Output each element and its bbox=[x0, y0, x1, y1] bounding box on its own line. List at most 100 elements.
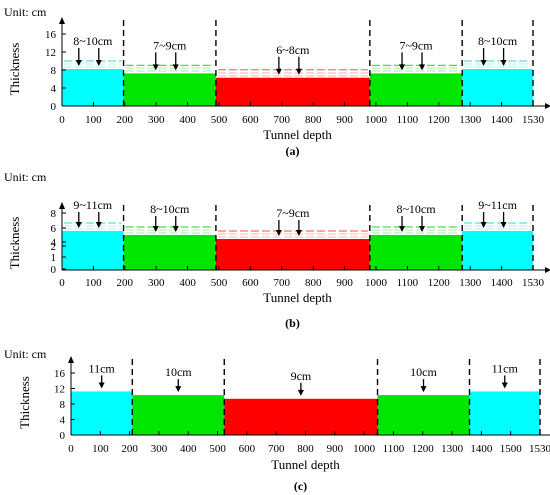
x-tick-label: 1300 bbox=[459, 114, 482, 126]
unit-label: Unit: cm bbox=[4, 347, 47, 361]
arrow-head bbox=[295, 68, 302, 75]
bar-segment bbox=[215, 77, 370, 106]
x-tick-label: 0 bbox=[68, 443, 74, 455]
x-tick-label: 900 bbox=[336, 277, 353, 289]
x-tick-label: 500 bbox=[211, 277, 228, 289]
bar-segment bbox=[462, 231, 533, 270]
bar-segment bbox=[215, 239, 370, 270]
segment-label: 9~11cm bbox=[478, 198, 517, 212]
x-tick-label: 1100 bbox=[397, 277, 419, 289]
bar-segment bbox=[71, 391, 133, 435]
x-tick-label: 1300 bbox=[459, 277, 482, 289]
x-tick-label: 500 bbox=[209, 443, 226, 455]
x-tick-label: 300 bbox=[151, 443, 168, 455]
x-tick-label: 700 bbox=[274, 114, 291, 126]
x-tick-label: 100 bbox=[92, 443, 109, 455]
y-axis-arrow bbox=[59, 202, 65, 209]
bar-segment bbox=[62, 69, 124, 106]
x-tick-label: 400 bbox=[179, 114, 196, 126]
chart-panel-2: Unit: cm Thickness 9~11cm 8~10cm 7~9cm 8~10cm… bbox=[4, 170, 550, 330]
x-tick-label: 200 bbox=[117, 114, 134, 126]
y-axis-label: Thickness bbox=[7, 43, 22, 96]
x-tick-label: 600 bbox=[239, 443, 256, 455]
x-tick-label: 700 bbox=[274, 277, 291, 289]
x-tick-label: 1400 bbox=[470, 443, 493, 455]
segment-label: 7~9cm bbox=[276, 206, 310, 220]
arrow-head bbox=[480, 60, 487, 66]
y-tick-label: 0 bbox=[51, 264, 57, 276]
segment-label: 11cm bbox=[89, 361, 116, 375]
x-tick-label: 1000 bbox=[353, 443, 376, 455]
arrow-head bbox=[480, 222, 487, 228]
y-axis-arrow bbox=[68, 356, 74, 363]
arrow-head bbox=[420, 386, 427, 393]
segment-label: 10cm bbox=[165, 365, 192, 379]
x-axis-label: Tunnel depth bbox=[271, 457, 340, 472]
y-tick-label: 12 bbox=[54, 384, 65, 396]
x-tick-label: 300 bbox=[148, 277, 165, 289]
x-tick-label: 0 bbox=[59, 277, 65, 289]
y-tick-label: 8 bbox=[60, 399, 66, 411]
bar-segment bbox=[377, 395, 470, 435]
x-tick-label: 1200 bbox=[428, 277, 451, 289]
x-tick-label: 800 bbox=[305, 277, 322, 289]
segment-label: 11cm bbox=[492, 361, 519, 375]
x-tick-label: 1200 bbox=[428, 114, 451, 126]
arrow-head bbox=[500, 222, 507, 228]
arrow-head bbox=[175, 386, 182, 393]
panel-caption: (b) bbox=[285, 316, 300, 330]
x-tick-label: 1000 bbox=[365, 277, 388, 289]
x-tick-label: 100 bbox=[85, 277, 102, 289]
x-tick-label: 1000 bbox=[365, 114, 388, 126]
arrow-head bbox=[500, 60, 507, 66]
x-tick-label: 1500 bbox=[500, 443, 523, 455]
x-tick-label: 500 bbox=[211, 114, 228, 126]
arrow-head bbox=[297, 389, 304, 396]
bar-segment bbox=[224, 398, 378, 435]
arrow-head bbox=[172, 64, 179, 71]
y-tick-label: 8 bbox=[51, 208, 57, 220]
arrow-head bbox=[75, 60, 82, 66]
x-tick-label: 1530 bbox=[522, 277, 545, 289]
x-tick-label: 1100 bbox=[397, 114, 419, 126]
x-tick-label: 200 bbox=[121, 443, 138, 455]
y-axis-arrow bbox=[59, 17, 65, 24]
arrow-head bbox=[152, 226, 159, 232]
x-tick-label: 600 bbox=[242, 277, 259, 289]
arrow-head bbox=[275, 68, 282, 75]
arrow-head bbox=[295, 230, 302, 236]
x-tick-label: 1530 bbox=[522, 114, 545, 126]
arrow-head bbox=[419, 64, 426, 71]
x-tick-label: 900 bbox=[336, 114, 353, 126]
bar-segment bbox=[123, 73, 216, 106]
bar-segment bbox=[62, 231, 124, 270]
segment-label: 8~10cm bbox=[396, 202, 436, 216]
y-tick-label: 4 bbox=[51, 83, 57, 95]
y-tick-label: 16 bbox=[45, 29, 57, 41]
x-tick-label: 200 bbox=[117, 277, 134, 289]
y-axis-label: Thickness bbox=[7, 217, 22, 270]
arrow-head bbox=[501, 382, 508, 389]
chart-panel-1: Unit: cm Thickness 8~10cm 7~9cm 6~8cm 7~9cm 8~… bbox=[4, 5, 550, 158]
segment-label: 6~8cm bbox=[276, 43, 310, 57]
y-tick-label: 8 bbox=[51, 65, 57, 77]
x-tick-label: 1200 bbox=[412, 443, 435, 455]
x-tick-label: 1530 bbox=[529, 443, 550, 455]
segment-label: 7~9cm bbox=[399, 38, 433, 52]
segment-label: 8~10cm bbox=[478, 34, 518, 48]
arrow-head bbox=[95, 222, 102, 228]
x-tick-label: 1400 bbox=[491, 277, 514, 289]
x-tick-label: 800 bbox=[305, 114, 322, 126]
bar-segment bbox=[369, 73, 463, 106]
x-tick-label: 400 bbox=[180, 443, 197, 455]
x-axis-label: Tunnel depth bbox=[263, 290, 332, 305]
x-axis-label: Tunnel depth bbox=[263, 127, 332, 142]
y-tick-label: 12 bbox=[45, 47, 56, 59]
y-tick-label: 0 bbox=[60, 430, 66, 442]
arrow-head bbox=[75, 222, 82, 228]
x-axis-arrow bbox=[545, 267, 550, 273]
x-tick-label: 600 bbox=[242, 114, 259, 126]
y-tick-label: 4 bbox=[60, 415, 66, 427]
arrow-head bbox=[95, 60, 102, 66]
